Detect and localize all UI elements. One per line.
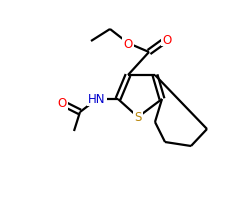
Text: O: O bbox=[123, 37, 133, 50]
Text: S: S bbox=[134, 111, 142, 124]
Text: HN: HN bbox=[88, 93, 106, 106]
Text: O: O bbox=[57, 97, 67, 110]
Text: O: O bbox=[162, 33, 172, 46]
